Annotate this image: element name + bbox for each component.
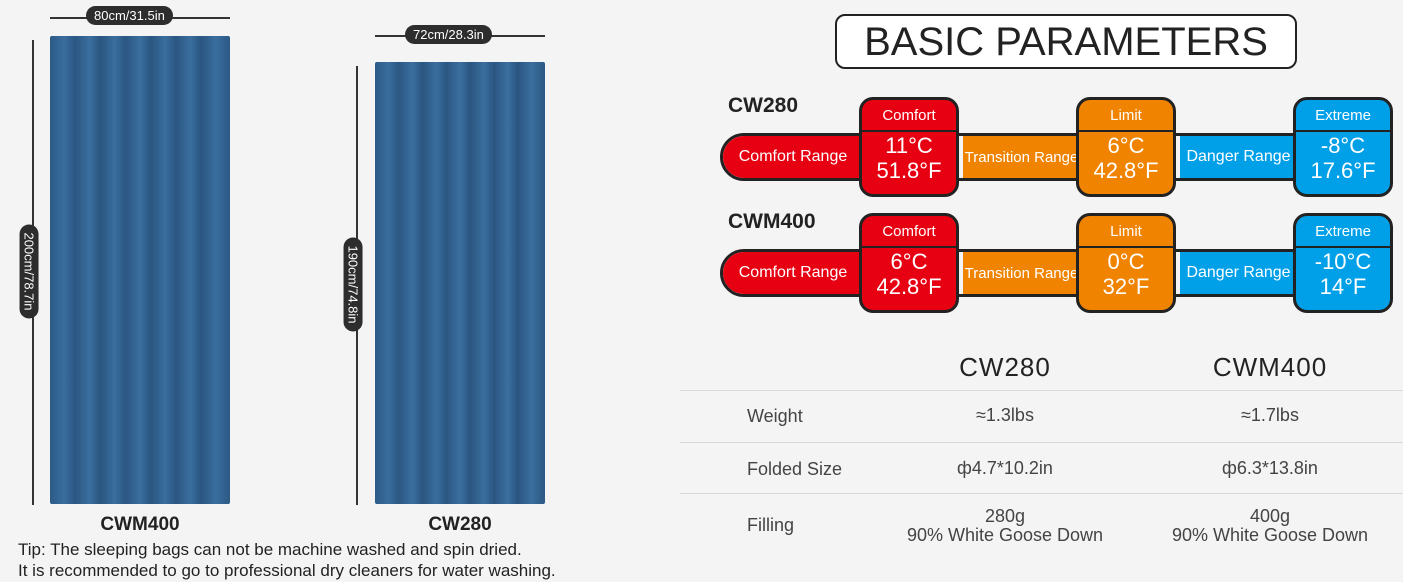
comfort-label: Comfort	[862, 216, 956, 248]
extreme-celsius: -8°C	[1320, 133, 1366, 158]
model-label: CWM400	[728, 210, 816, 233]
tip-line: It is recommended to go to professional …	[18, 561, 556, 580]
limit-fahrenheit: 42.8°F	[1093, 158, 1159, 183]
page-title: BASIC PARAMETERS	[835, 14, 1297, 69]
bag-name: CWM400	[100, 514, 180, 535]
divider	[680, 493, 1403, 494]
length-label: 190cm/74.8in	[343, 237, 363, 332]
sleeping-bag-image	[375, 62, 545, 504]
cell: ф6.3*13.8in	[1222, 458, 1318, 478]
comfort-label: Comfort	[862, 100, 956, 132]
limit-label: Limit	[1079, 100, 1173, 132]
row-label: Folded Size	[747, 459, 843, 479]
comfort-celsius: 11°C	[885, 133, 933, 158]
bag-name: CW280	[428, 514, 492, 535]
temperature-bar: Comfort Range Transition Range Danger Ra…	[720, 133, 1390, 181]
limit-celsius: 0°C	[1107, 249, 1145, 274]
divider	[680, 390, 1403, 391]
extreme-label: Extreme	[1296, 216, 1390, 248]
extreme-temp: Extreme -10°C 14°F	[1293, 213, 1393, 313]
transition-range: Transition Range	[963, 136, 1080, 178]
table-header: CW280	[959, 352, 1051, 382]
extreme-celsius: -10°C	[1314, 249, 1372, 274]
limit-fahrenheit: 32°F	[1102, 274, 1150, 299]
temperature-bar: Comfort Range Transition Range Danger Ra…	[720, 249, 1390, 297]
danger-range: Danger Range	[1180, 136, 1297, 178]
limit-celsius: 6°C	[1107, 133, 1145, 158]
limit-temp: Limit 6°C 42.8°F	[1076, 97, 1176, 197]
divider	[680, 442, 1403, 443]
length-label: 200cm/78.7in	[19, 224, 39, 319]
extreme-temp: Extreme -8°C 17.6°F	[1293, 97, 1393, 197]
extreme-fahrenheit: 14°F	[1319, 274, 1367, 299]
extreme-fahrenheit: 17.6°F	[1310, 158, 1376, 183]
limit-label: Limit	[1079, 216, 1173, 248]
tip-line: Tip: The sleeping bags can not be machin…	[18, 540, 522, 559]
row-label: Filling	[747, 515, 795, 535]
cell: ≈1.7lbs	[1241, 405, 1299, 425]
row-label: Weight	[747, 406, 803, 426]
comfort-range: Comfort Range	[723, 252, 863, 294]
comfort-temp: Comfort 11°C 51.8°F	[859, 97, 959, 197]
sleeping-bag-image	[50, 36, 230, 504]
cell: ф4.7*10.2in	[957, 458, 1053, 478]
width-label: 72cm/28.3in	[405, 25, 492, 44]
danger-range: Danger Range	[1180, 252, 1297, 294]
width-label: 80cm/31.5in	[86, 6, 173, 25]
comfort-temp: Comfort 6°C 42.8°F	[859, 213, 959, 313]
transition-range: Transition Range	[963, 252, 1080, 294]
comfort-fahrenheit: 42.8°F	[876, 274, 942, 299]
limit-temp: Limit 0°C 32°F	[1076, 213, 1176, 313]
cell: ≈1.3lbs	[976, 405, 1034, 425]
cell: 280g	[984, 506, 1026, 526]
table-header: CWM400	[1212, 352, 1328, 382]
cell: 90% White Goose Down	[1171, 525, 1369, 545]
model-label: CW280	[728, 94, 799, 117]
cell: 90% White Goose Down	[906, 525, 1104, 545]
comfort-celsius: 6°C	[890, 249, 928, 274]
extreme-label: Extreme	[1296, 100, 1390, 132]
comfort-fahrenheit: 51.8°F	[876, 158, 942, 183]
comfort-range: Comfort Range	[723, 136, 863, 178]
cell: 400g	[1249, 506, 1291, 526]
